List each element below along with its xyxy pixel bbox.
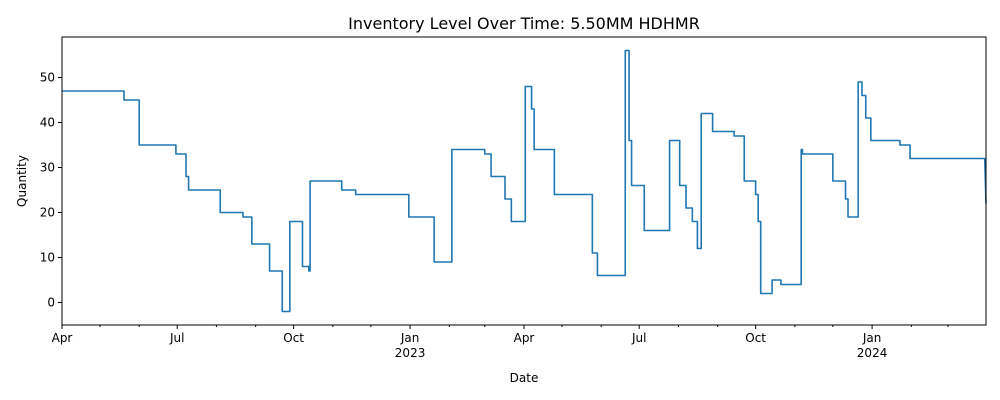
y-tick-label: 20 [40,206,55,220]
plot-frame [61,36,987,326]
chart-title: Inventory Level Over Time: 5.50MM HDHMR [348,14,700,33]
x-tick-year-label: 2023 [395,346,426,360]
x-tick-label: Oct [745,331,766,345]
x-axis-label: Date [510,371,539,385]
y-tick-label: 40 [40,116,55,130]
x-tick-label: Jan [400,331,420,345]
series-line-inventory [62,49,987,313]
x-tick-year-label: 2024 [857,346,888,360]
x-tick-label: Apr [52,331,73,345]
plot-area [62,49,987,313]
y-tick-label: 10 [40,251,55,265]
y-tick-label: 0 [47,296,55,310]
x-tick-label: Oct [283,331,304,345]
y-axis-ticks: 0 10 20 30 40 50 [40,71,62,310]
y-tick-label: 30 [40,161,55,175]
x-tick-label: Jan [862,331,882,345]
x-tick-label: Jul [631,331,646,345]
x-tick-label: Apr [514,331,535,345]
y-tick-label: 50 [40,71,55,85]
x-tick-label: Jul [169,331,184,345]
y-axis-label: Quantity [15,155,29,207]
